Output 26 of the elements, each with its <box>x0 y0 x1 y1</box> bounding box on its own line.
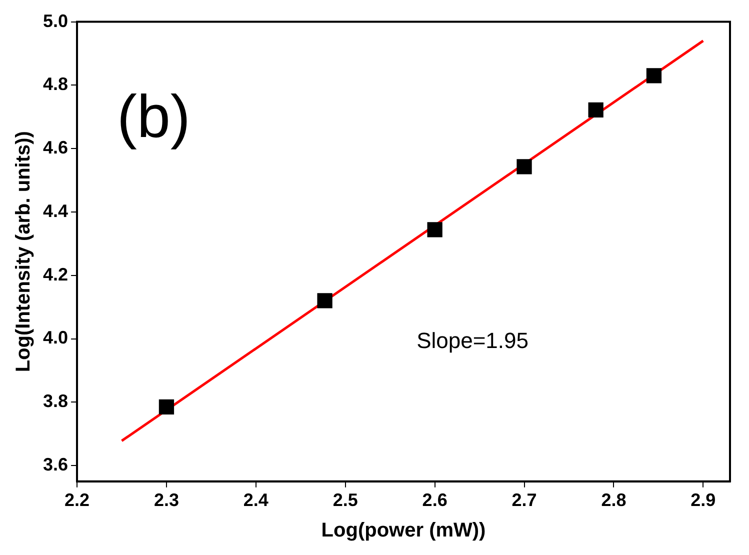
x-tick-label: 2.4 <box>243 490 268 510</box>
y-tick-label: 4.0 <box>42 328 68 348</box>
point <box>516 159 532 174</box>
annotation: Slope=1.95 <box>416 328 529 354</box>
x-tick-label: 2.3 <box>154 490 179 510</box>
y-tick-label: 4.6 <box>42 138 68 158</box>
x-tick-label: 2.9 <box>690 490 716 510</box>
point <box>588 102 604 118</box>
x-axis-title: Log(power (mW)) <box>321 520 486 542</box>
y-tick-label: 3.8 <box>42 391 68 412</box>
x-tick-label: 2.5 <box>332 490 358 510</box>
annotation: (b) <box>117 82 190 150</box>
point <box>646 68 662 84</box>
x-tick-label: 2.8 <box>601 490 626 510</box>
y-tick-label: 4.8 <box>42 74 68 94</box>
x-tick-label: 2.6 <box>422 490 448 510</box>
point <box>158 399 174 414</box>
point <box>427 222 442 238</box>
y-axis-title: Log(Intensity (arb. units)) <box>12 131 35 372</box>
x-tick-label: 2.7 <box>512 490 537 510</box>
y-tick-label: 4.4 <box>42 200 68 221</box>
y-tick-label: 5.0 <box>42 10 68 31</box>
y-tick-label: 3.6 <box>42 454 68 475</box>
point <box>317 293 332 308</box>
y-tick-label: 4.2 <box>42 264 68 284</box>
x-tick-label: 2.2 <box>64 490 90 510</box>
